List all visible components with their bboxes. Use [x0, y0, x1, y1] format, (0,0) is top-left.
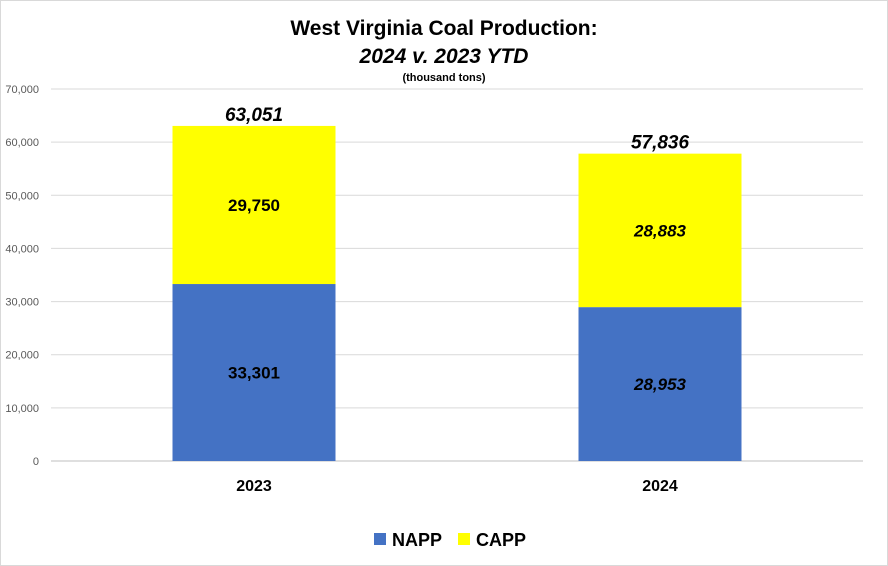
- legend-swatch-napp: [374, 533, 386, 545]
- bar-segment-capp: [578, 153, 742, 308]
- y-tick-label: 10,000: [5, 403, 39, 415]
- legend-label: CAPP: [476, 530, 526, 550]
- y-tick-label: 60,000: [5, 137, 39, 149]
- chart-subtitle: 2024 v. 2023 YTD: [359, 45, 529, 68]
- data-label: 29,750: [228, 196, 280, 215]
- y-tick-label: 50,000: [5, 190, 39, 202]
- legend-swatch-capp: [458, 533, 470, 545]
- total-label: 63,051: [225, 105, 283, 126]
- data-label: 28,883: [633, 221, 687, 240]
- y-tick-label: 40,000: [5, 243, 39, 255]
- bars-layer: 33,301 29,750 63,051 28,953 28,883 57,836: [172, 105, 742, 461]
- y-tick-label: 30,000: [5, 297, 39, 309]
- chart-unit-note: (thousand tons): [402, 72, 485, 84]
- x-axis: 2023 2024: [236, 478, 678, 495]
- y-tick-label: 20,000: [5, 350, 39, 362]
- bar-segment-napp: [578, 307, 742, 461]
- y-tick-label: 0: [33, 456, 39, 468]
- x-tick-label: 2024: [642, 478, 678, 495]
- legend-label: NAPP: [392, 530, 442, 550]
- y-tick-label: 70,000: [5, 84, 39, 96]
- data-label: 33,301: [228, 364, 280, 383]
- bar-segment-napp: [172, 284, 336, 461]
- x-tick-label: 2023: [236, 478, 272, 495]
- legend: NAPP CAPP: [374, 530, 526, 550]
- bar-segment-capp: [172, 125, 336, 285]
- chart-title: West Virginia Coal Production:: [290, 17, 597, 40]
- data-label: 28,953: [633, 375, 687, 394]
- total-label: 57,836: [631, 133, 690, 154]
